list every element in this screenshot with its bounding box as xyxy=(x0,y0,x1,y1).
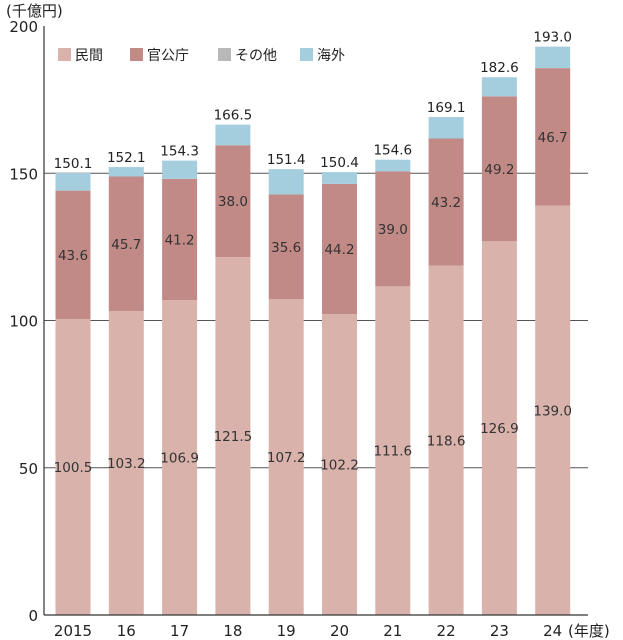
bar-segment xyxy=(55,319,91,615)
total-label: 166.5 xyxy=(214,108,253,124)
bar-segment xyxy=(481,241,517,616)
segment-label: 106.9 xyxy=(160,451,199,467)
segment-label: 38.0 xyxy=(218,194,248,210)
x-tick-label: 2015 xyxy=(54,622,92,640)
bar-segment xyxy=(535,68,571,206)
bar-segment xyxy=(481,77,517,97)
total-label: 150.4 xyxy=(320,155,359,171)
total-label: 150.1 xyxy=(54,156,93,172)
segment-label: 44.2 xyxy=(324,242,354,258)
x-tick-label: 18 xyxy=(223,622,242,640)
segment-label: 41.2 xyxy=(165,233,195,249)
legend-swatch xyxy=(58,48,71,61)
x-unit-label: (年度) xyxy=(568,622,610,640)
bar-segment xyxy=(322,314,357,615)
segment-label: 102.2 xyxy=(320,458,359,474)
bar-segment xyxy=(108,176,144,312)
segment-label: 100.5 xyxy=(54,460,93,476)
bar-segment xyxy=(108,311,144,615)
total-label: 154.3 xyxy=(160,144,199,160)
legend-swatch xyxy=(300,48,313,61)
total-label: 151.4 xyxy=(267,152,306,168)
bar-segment xyxy=(162,300,198,615)
bar-segment xyxy=(108,167,144,177)
bar-segment xyxy=(535,205,571,615)
x-tick-label: 16 xyxy=(117,622,136,640)
y-tick-label: 150 xyxy=(9,165,38,183)
legend-swatch xyxy=(218,48,231,61)
segment-label: 49.2 xyxy=(484,162,514,178)
y-tick-label: 50 xyxy=(19,460,38,478)
segment-label: 111.6 xyxy=(373,444,412,460)
y-tick-label: 200 xyxy=(9,18,38,36)
legend-label: 官公庁 xyxy=(147,48,189,64)
segment-label: 107.2 xyxy=(267,450,306,466)
axes: 0 50 100 150 200 2015 16 17 18 19 20 21 22 23 24 xyxy=(9,18,588,640)
legend-label: その他 xyxy=(235,48,277,64)
segment-label: 46.7 xyxy=(538,130,568,146)
bar-segment xyxy=(375,171,411,287)
bar-segment xyxy=(215,124,251,146)
y-tick-label: 100 xyxy=(9,313,38,331)
x-tick-label: 21 xyxy=(383,622,402,640)
x-tick-label: 17 xyxy=(170,622,189,640)
segment-label: 121.5 xyxy=(214,429,253,445)
bar-segment xyxy=(535,46,571,69)
bars xyxy=(55,46,571,616)
x-tick-label: 20 xyxy=(330,622,349,640)
total-label: 169.1 xyxy=(427,100,466,116)
segment-label: 139.0 xyxy=(533,403,572,419)
bar-segment xyxy=(162,160,198,179)
total-label: 152.1 xyxy=(107,150,146,166)
bar-segment xyxy=(55,190,91,320)
legend-swatch xyxy=(130,48,143,61)
legend-label: 海外 xyxy=(317,48,345,64)
bar-segment xyxy=(428,138,464,266)
legend: 民間 官公庁 その他 海外 xyxy=(58,48,345,64)
total-label: 182.6 xyxy=(480,60,519,76)
bar-segment xyxy=(375,286,411,615)
bar-segment xyxy=(215,257,251,615)
segment-label: 45.7 xyxy=(111,237,141,253)
bar-segment xyxy=(428,117,464,139)
segment-label: 43.2 xyxy=(431,195,461,211)
bar-segment xyxy=(428,265,464,615)
x-tick-label: 24 xyxy=(543,622,562,640)
x-tick-label: 23 xyxy=(490,622,509,640)
y-tick-label: 0 xyxy=(28,607,38,625)
x-tick-label: 22 xyxy=(437,622,456,640)
bar-segment xyxy=(322,183,357,315)
x-tick-label: 19 xyxy=(277,622,296,640)
bar-segment xyxy=(268,299,304,615)
segment-label: 103.2 xyxy=(107,456,146,472)
bar-segment xyxy=(215,145,251,258)
segment-label: 118.6 xyxy=(427,433,466,449)
total-label: 193.0 xyxy=(533,30,572,46)
data-labels: 100.5 43.6 150.1 103.2 45.7 152.1 106.9 41.2 154… xyxy=(54,30,572,476)
y-unit-label: (千億円) xyxy=(6,2,63,20)
bar-segment xyxy=(481,96,517,242)
bar-segment xyxy=(268,194,304,300)
bar-segment xyxy=(162,178,198,301)
segment-label: 39.0 xyxy=(378,222,408,238)
segment-label: 35.6 xyxy=(271,240,301,256)
total-label: 154.6 xyxy=(373,143,412,159)
bar-segment xyxy=(55,172,91,191)
legend-label: 民間 xyxy=(75,48,103,64)
segment-label: 126.9 xyxy=(480,421,519,437)
segment-label: 43.6 xyxy=(58,248,88,264)
bar-segment xyxy=(375,159,411,172)
bar-segment xyxy=(268,169,304,195)
bar-segment xyxy=(322,172,357,184)
